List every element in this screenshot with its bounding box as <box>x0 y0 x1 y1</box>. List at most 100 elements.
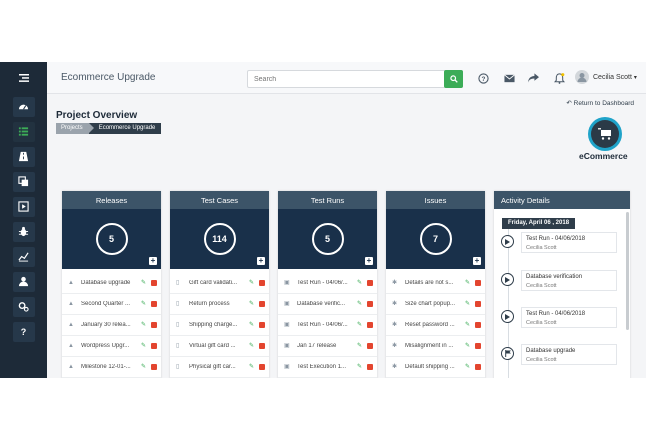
edit-icon[interactable]: ✎ <box>465 301 471 307</box>
menu-toggle-button[interactable] <box>0 62 47 94</box>
sidebar-item-roadmap[interactable] <box>0 144 47 169</box>
sidebar-item-test-runs[interactable] <box>0 194 47 219</box>
delete-icon[interactable] <box>367 343 373 349</box>
edit-icon[interactable]: ✎ <box>249 364 255 370</box>
list-item[interactable]: ▣ Test Execution 1... ✎ <box>278 357 377 378</box>
list-item[interactable]: ✱ Details are not s... ✎ <box>386 273 485 294</box>
edit-icon[interactable]: ✎ <box>357 322 363 328</box>
list-item[interactable]: ▲ Wordpress Upgr... ✎ <box>62 336 161 357</box>
hamburger-icon <box>18 74 29 82</box>
activity-date: Friday, April 06 , 2018 <box>502 218 576 229</box>
delete-icon[interactable] <box>475 343 481 349</box>
delete-icon[interactable] <box>367 280 373 286</box>
edit-icon[interactable]: ✎ <box>141 343 147 349</box>
list-item[interactable]: ▯ Gift card validati... ✎ <box>170 273 269 294</box>
edit-icon[interactable]: ✎ <box>141 322 147 328</box>
list-item[interactable]: ▣ Test Run - 04/06/... ✎ <box>278 315 377 336</box>
add-issue-button[interactable]: + <box>473 256 481 265</box>
edit-icon[interactable]: ✎ <box>249 301 255 307</box>
list-item[interactable]: ✱ Reset password ... ✎ <box>386 315 485 336</box>
delete-icon[interactable] <box>259 280 265 286</box>
edit-icon[interactable]: ✎ <box>357 364 363 370</box>
delete-icon[interactable] <box>259 301 265 307</box>
bug-icon: ✱ <box>392 301 398 307</box>
list-item[interactable]: ▣ Jan 17 release ✎ <box>278 336 377 357</box>
search-input[interactable] <box>247 70 463 88</box>
help-button[interactable]: ? <box>477 72 489 84</box>
releases-card: Releases 5 + ▲ Database upgrade ✎ ▲ Second … <box>62 191 161 378</box>
sidebar-item-settings[interactable] <box>0 294 47 319</box>
delete-icon[interactable] <box>367 364 373 370</box>
delete-icon[interactable] <box>151 364 157 370</box>
messages-button[interactable] <box>503 72 515 84</box>
notifications-button[interactable] <box>553 72 565 84</box>
document-icon: ▯ <box>176 343 180 349</box>
sidebar-item-dashboard[interactable] <box>0 94 47 119</box>
list-item[interactable]: ▲ Second Quarter ... ✎ <box>62 294 161 315</box>
avatar[interactable] <box>575 70 589 84</box>
list-item[interactable]: ✱ Size chart popup... ✎ <box>386 294 485 315</box>
event-user: Cecilia Scott <box>526 357 557 363</box>
sidebar-item-help[interactable]: ? <box>0 319 47 344</box>
list-item[interactable]: ▯ Virtual gift card ... ✎ <box>170 336 269 357</box>
row-label: Test Run - 04/06/... <box>297 280 348 286</box>
delete-icon[interactable] <box>151 343 157 349</box>
question-icon: ? <box>20 326 27 337</box>
breadcrumb-projects[interactable]: Projects <box>56 123 89 134</box>
edit-icon[interactable]: ✎ <box>465 343 471 349</box>
edit-icon[interactable]: ✎ <box>141 280 147 286</box>
delete-icon[interactable] <box>259 322 265 328</box>
list-item[interactable]: ▯ Shipping charge... ✎ <box>170 315 269 336</box>
edit-icon[interactable]: ✎ <box>357 280 363 286</box>
edit-icon[interactable]: ✎ <box>141 301 147 307</box>
sidebar-item-test-cases[interactable] <box>0 169 47 194</box>
delete-icon[interactable] <box>475 364 481 370</box>
list-item[interactable]: ▲ Database upgrade ✎ <box>62 273 161 294</box>
event-title: Test Run - 04/06/2018 <box>526 236 586 242</box>
delete-icon[interactable] <box>367 301 373 307</box>
edit-icon[interactable]: ✎ <box>141 364 147 370</box>
delete-icon[interactable] <box>259 364 265 370</box>
sidebar-item-reports[interactable] <box>0 244 47 269</box>
sidebar-item-users[interactable] <box>0 269 47 294</box>
delete-icon[interactable] <box>475 301 481 307</box>
list-item[interactable]: ✱ Misalignment in ... ✎ <box>386 336 485 357</box>
edit-icon[interactable]: ✎ <box>357 301 363 307</box>
delete-icon[interactable] <box>259 343 265 349</box>
delete-icon[interactable] <box>475 322 481 328</box>
add-test-case-button[interactable]: + <box>257 256 265 265</box>
edit-icon[interactable]: ✎ <box>249 322 255 328</box>
delete-icon[interactable] <box>475 280 481 286</box>
edit-icon[interactable]: ✎ <box>249 343 255 349</box>
list-item[interactable]: ▣ Test Run - 04/06/... ✎ <box>278 273 377 294</box>
delete-icon[interactable] <box>151 322 157 328</box>
delete-icon[interactable] <box>367 322 373 328</box>
edit-icon[interactable]: ✎ <box>465 322 471 328</box>
list-item[interactable]: ▯ Return process ✎ <box>170 294 269 315</box>
list-item[interactable]: ▲ January 30 relea... ✎ <box>62 315 161 336</box>
edit-icon[interactable]: ✎ <box>357 343 363 349</box>
list-item[interactable]: ▣ Database verific... ✎ <box>278 294 377 315</box>
activity-scrollbar[interactable] <box>626 212 629 330</box>
edit-icon[interactable]: ✎ <box>465 280 471 286</box>
list-item[interactable]: ✱ Default shipping ... ✎ <box>386 357 485 378</box>
row-label: Reset password ... <box>405 322 455 328</box>
share-button[interactable] <box>527 72 539 84</box>
search-button[interactable] <box>444 70 463 88</box>
list-item[interactable]: ▯ Physical gift car... ✎ <box>170 357 269 378</box>
add-release-button[interactable]: + <box>149 256 157 265</box>
row-label: Database upgrade <box>81 280 131 286</box>
add-test-run-button[interactable]: + <box>365 256 373 265</box>
activity-title: Activity Details <box>494 191 630 209</box>
edit-icon[interactable]: ✎ <box>249 280 255 286</box>
delete-icon[interactable] <box>151 280 157 286</box>
user-menu[interactable]: Cecilia Scott ▾ <box>593 74 637 81</box>
delete-icon[interactable] <box>151 301 157 307</box>
list-item[interactable]: ▲ Milestone 12-01-... ✎ <box>62 357 161 378</box>
sidebar-item-list[interactable] <box>0 119 47 144</box>
share-icon <box>527 73 539 83</box>
return-to-dashboard-link[interactable]: ↶ Return to Dashboard <box>566 99 634 107</box>
card-title: Test Cases <box>170 191 269 209</box>
sidebar-item-issues[interactable] <box>0 219 47 244</box>
edit-icon[interactable]: ✎ <box>465 364 471 370</box>
